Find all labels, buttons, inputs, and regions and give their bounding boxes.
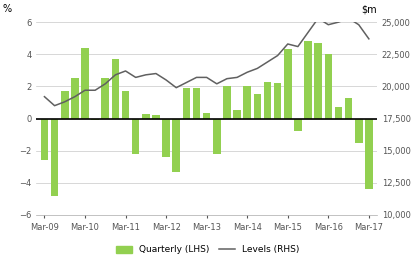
Bar bbox=[203, 113, 210, 119]
Legend: Quarterly (LHS), Levels (RHS): Quarterly (LHS), Levels (RHS) bbox=[113, 243, 302, 257]
Levels (RHS) bbox=[305, 31, 310, 34]
Levels (RHS) bbox=[336, 20, 341, 24]
Text: %: % bbox=[2, 4, 11, 15]
Levels (RHS) bbox=[245, 71, 250, 74]
Levels (RHS) bbox=[204, 76, 209, 79]
Levels (RHS) bbox=[285, 42, 290, 46]
Bar bbox=[91, 119, 99, 120]
Bar bbox=[183, 88, 190, 119]
Levels (RHS) bbox=[62, 100, 67, 103]
Levels (RHS) bbox=[225, 77, 229, 80]
Levels (RHS) bbox=[326, 23, 331, 26]
Bar bbox=[122, 91, 129, 119]
Bar bbox=[294, 119, 302, 131]
Bar bbox=[244, 87, 251, 119]
Bar bbox=[365, 119, 373, 189]
Levels (RHS) bbox=[123, 69, 128, 73]
Bar bbox=[142, 114, 150, 119]
Line: Levels (RHS): Levels (RHS) bbox=[44, 18, 369, 106]
Levels (RHS) bbox=[295, 45, 300, 48]
Levels (RHS) bbox=[154, 72, 159, 75]
Levels (RHS) bbox=[93, 89, 98, 92]
Bar bbox=[173, 119, 180, 171]
Bar bbox=[162, 119, 170, 157]
Bar bbox=[274, 83, 281, 119]
Levels (RHS) bbox=[83, 89, 88, 92]
Levels (RHS) bbox=[275, 54, 280, 57]
Levels (RHS) bbox=[113, 73, 118, 76]
Levels (RHS) bbox=[143, 73, 148, 76]
Levels (RHS) bbox=[103, 82, 108, 85]
Levels (RHS) bbox=[356, 23, 361, 26]
Bar bbox=[112, 59, 119, 119]
Levels (RHS) bbox=[52, 104, 57, 107]
Levels (RHS) bbox=[174, 86, 179, 89]
Levels (RHS) bbox=[184, 81, 189, 84]
Bar bbox=[152, 115, 160, 119]
Bar bbox=[334, 107, 342, 119]
Bar bbox=[304, 41, 312, 119]
Bar bbox=[264, 82, 271, 119]
Bar bbox=[132, 119, 139, 154]
Text: $m: $m bbox=[361, 4, 377, 15]
Bar bbox=[81, 48, 89, 119]
Bar bbox=[233, 110, 241, 119]
Bar bbox=[51, 119, 59, 196]
Bar bbox=[254, 95, 261, 119]
Bar bbox=[223, 87, 231, 119]
Bar bbox=[325, 54, 332, 119]
Levels (RHS) bbox=[164, 78, 168, 82]
Levels (RHS) bbox=[214, 82, 219, 85]
Levels (RHS) bbox=[133, 76, 138, 79]
Levels (RHS) bbox=[366, 37, 371, 40]
Bar bbox=[355, 119, 363, 143]
Levels (RHS) bbox=[194, 76, 199, 79]
Levels (RHS) bbox=[234, 76, 239, 79]
Bar bbox=[101, 78, 109, 119]
Levels (RHS) bbox=[346, 17, 351, 20]
Levels (RHS) bbox=[265, 60, 270, 63]
Bar bbox=[213, 119, 221, 154]
Bar bbox=[193, 88, 200, 119]
Levels (RHS) bbox=[72, 95, 77, 98]
Bar bbox=[284, 49, 292, 119]
Bar bbox=[71, 78, 79, 119]
Levels (RHS) bbox=[42, 95, 47, 98]
Bar bbox=[61, 91, 68, 119]
Levels (RHS) bbox=[316, 17, 321, 20]
Bar bbox=[41, 119, 48, 160]
Bar bbox=[315, 43, 322, 119]
Levels (RHS) bbox=[255, 67, 260, 70]
Bar bbox=[345, 98, 352, 119]
